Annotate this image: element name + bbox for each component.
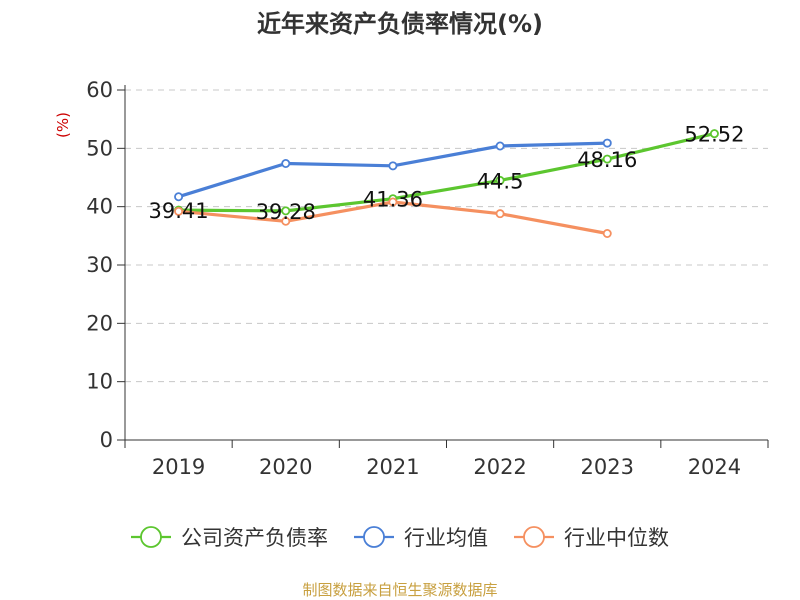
series-line-0 (178, 132, 715, 213)
legend-marker (523, 526, 545, 548)
series-point-2 (495, 209, 505, 219)
series-point-1 (281, 158, 291, 168)
x-tick-label: 2019 (152, 455, 205, 479)
y-tick-label: 60 (86, 78, 113, 102)
source-note: 制图数据来自恒生聚源数据库 (302, 581, 497, 599)
data-labels: 39.41 39.28 41.36 44.5 48.16 52.52 (149, 123, 745, 224)
y-tick-label: 50 (86, 136, 113, 160)
x-tick-label: 2020 (259, 455, 312, 479)
x-tick-label: 2022 (473, 455, 526, 479)
legend-marker (140, 526, 162, 548)
x-tick-label: 2023 (581, 455, 634, 479)
series-point-2 (174, 206, 184, 216)
legend-item-0[interactable]: 公司资产负债率 (131, 526, 328, 550)
series-point-0 (602, 154, 612, 164)
data-label: 41.36 (363, 188, 423, 212)
legend-item-2[interactable]: 行业中位数 (514, 526, 669, 550)
legend-label: 行业中位数 (564, 526, 669, 550)
plot-series (174, 129, 719, 238)
y-tick-label: 0 (100, 428, 113, 452)
series-point-1 (602, 138, 612, 148)
axes: 0 10 20 30 40 50 60 2019 2020 2021 2022 2023 2024 (86, 78, 769, 479)
data-label: 39.41 (149, 199, 209, 223)
legend: 公司资产负债率 行业均值 行业中位数 (131, 526, 669, 550)
legend-label: 行业均值 (404, 526, 488, 550)
legend-item-1[interactable]: 行业均值 (354, 526, 488, 550)
series-point-1 (388, 161, 398, 171)
y-tick-label: 30 (86, 253, 113, 277)
series-point-2 (388, 197, 398, 207)
series-point-1 (174, 192, 184, 202)
y-tick-label: 10 (86, 370, 113, 394)
legend-label: 公司资产负债率 (181, 526, 328, 550)
x-tick-label: 2024 (688, 455, 741, 479)
series-point-0 (281, 206, 291, 216)
y-tick-label: 20 (86, 311, 113, 335)
x-tick-label: 2021 (366, 455, 419, 479)
y-axis-unit-label: (%) (54, 112, 72, 138)
data-label: 52.52 (684, 123, 744, 147)
series-point-0 (495, 175, 505, 185)
data-label: 39.28 (256, 200, 316, 224)
series-point-0 (709, 129, 719, 139)
chart-title: 近年来资产负债率情况(%) (257, 10, 543, 38)
data-label: 44.5 (477, 169, 524, 193)
y-tick-label: 40 (86, 195, 113, 219)
series-point-2 (281, 216, 291, 226)
grid (125, 89, 768, 383)
data-label: 48.16 (577, 148, 637, 172)
legend-marker (363, 526, 385, 548)
series-point-1 (495, 141, 505, 151)
series-point-2 (602, 228, 612, 238)
